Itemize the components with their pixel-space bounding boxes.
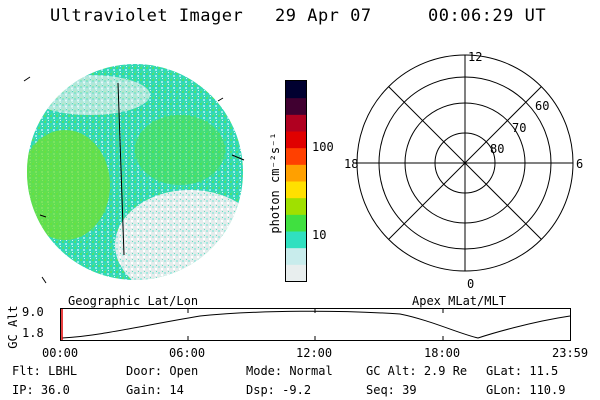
altitude-tick-high: 9.0 [22,305,44,319]
time-tick-2359: 23:59 [552,346,589,360]
glon-value: 110.9 [529,383,566,397]
gain-value: 14 [169,383,184,397]
colorbar-tick-100: 100 [312,140,334,154]
colorbar-band [286,164,306,182]
color-scale-bar [285,80,307,282]
altitude-axis-title: GC Alt [6,305,20,349]
mlt-label-12: 12 [468,50,482,64]
ip-field: IP: 36.0 [12,383,70,397]
filter-value: LBHL [48,364,78,378]
colorbar-band [286,81,306,99]
gc-altitude-field: GC Alt: 2.9 Re [366,364,467,378]
dsp-value: -9.2 [282,383,312,397]
mode-label: Mode: [246,364,283,378]
dsp-label: Dsp: [246,383,275,397]
geographic-grid-label: Geographic Lat/Lon [68,294,199,308]
mlt-label-0: 0 [467,277,474,290]
glat-field: GLat: 11.5 [486,364,558,378]
colorbar-band [286,231,306,249]
colorbar-band [286,181,306,199]
time-tick-1800: 18:00 [424,346,461,360]
gc-altitude-value: 2.9 Re [423,364,468,378]
mlat-label-70: 70 [512,121,526,135]
door-label: Door: [126,364,163,378]
polar-mlt-plot: 12 18 6 0 60 70 80 [344,50,583,290]
colorbar-band [286,197,306,215]
apex-grid-label: Apex MLat/MLT [412,294,506,308]
door-value: Open [169,364,199,378]
colorbar-band [286,214,306,232]
door-field: Door: Open [126,364,198,378]
altitude-strip-chart [60,308,571,341]
colorbar-unit-label: photon cm⁻²s⁻¹ [268,132,282,234]
seq-value: 39 [402,383,417,397]
observation-time: 00:06:29 UT [428,6,547,26]
colorbar-band [286,147,306,165]
glon-field: GLon: 110.9 [486,383,565,397]
seq-label: Seq: [366,383,395,397]
colorbar-band [286,131,306,149]
instrument-title: Ultraviolet Imager [50,6,244,26]
glat-label: GLat: [486,364,523,378]
ip-value: 36.0 [40,383,70,397]
dsp-field: Dsp: -9.2 [246,383,311,397]
filter-field: Flt: LBHL [12,364,77,378]
mlt-label-6: 6 [576,157,583,171]
glat-value: 11.5 [529,364,559,378]
time-tick-0000: 00:00 [42,346,79,360]
altitude-tick-low: 1.8 [22,326,44,340]
filter-label: Flt: [12,364,41,378]
mode-value: Normal [289,364,333,378]
ip-label: IP: [12,383,34,397]
mlat-label-80: 80 [490,142,504,156]
colorbar-band [286,114,306,132]
colorbar-tick-10: 10 [312,228,327,242]
uv-earth-image [23,64,245,284]
colorbar-band [286,264,306,282]
time-tick-0600: 06:00 [169,346,206,360]
gain-field: Gain: 14 [126,383,184,397]
mode-field: Mode: Normal [246,364,333,378]
mlt-label-18: 18 [344,157,358,171]
seq-field: Seq: 39 [366,383,417,397]
observation-date: 29 Apr 07 [275,6,372,26]
time-tick-1200: 12:00 [296,346,333,360]
glon-label: GLon: [486,383,523,397]
colorbar-band [286,247,306,265]
gain-label: Gain: [126,383,163,397]
colorbar-band [286,97,306,115]
gc-altitude-label: GC Alt: [366,364,417,378]
mlat-label-60: 60 [535,99,549,113]
